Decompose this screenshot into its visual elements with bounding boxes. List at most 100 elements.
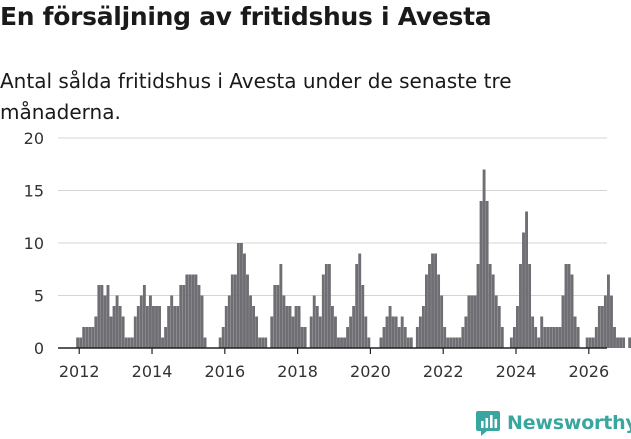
bar <box>391 316 395 348</box>
x-tick-label: 2020 <box>350 362 391 381</box>
x-tick-label: 2022 <box>423 362 464 381</box>
bar <box>227 295 231 348</box>
bar <box>613 327 616 348</box>
bar <box>79 337 83 348</box>
bar <box>616 337 619 348</box>
bar <box>230 274 234 348</box>
bar <box>452 337 456 348</box>
bar <box>349 316 353 348</box>
bar <box>130 337 134 348</box>
bar <box>106 285 110 348</box>
bar <box>127 337 131 348</box>
bar <box>343 337 346 348</box>
bar <box>327 264 331 348</box>
bar <box>188 274 192 348</box>
bar <box>428 264 431 348</box>
bar <box>558 327 562 348</box>
bar <box>124 337 128 348</box>
bar <box>464 316 468 348</box>
bar <box>182 285 186 348</box>
x-tick-label: 2016 <box>204 362 245 381</box>
bar <box>246 274 249 348</box>
bar <box>400 316 404 348</box>
bar <box>540 316 544 348</box>
bar <box>567 264 571 348</box>
bar <box>270 316 274 348</box>
bar <box>361 285 365 348</box>
bar <box>300 327 304 348</box>
bar <box>403 327 407 348</box>
bar <box>288 306 292 348</box>
bar <box>167 306 171 348</box>
bar <box>191 274 195 348</box>
bar <box>628 337 631 348</box>
bar <box>152 306 155 348</box>
x-tick-label: 2018 <box>277 362 318 381</box>
bar <box>534 327 538 348</box>
chart-axes: 0 5 10 15 20 2012 2014 2016 2018 2020 2022 2024 2026 <box>24 129 610 381</box>
bar <box>425 274 428 348</box>
bar <box>236 243 240 348</box>
bar <box>112 306 116 348</box>
bar <box>379 337 383 348</box>
bar <box>233 274 237 348</box>
bar <box>312 295 316 348</box>
bar <box>622 337 626 348</box>
bar <box>88 327 92 348</box>
bar <box>528 264 532 348</box>
bar <box>388 306 392 348</box>
bar <box>324 264 328 348</box>
bar <box>261 337 265 348</box>
bar <box>588 337 592 348</box>
bar <box>197 285 201 348</box>
bar <box>500 327 504 348</box>
bar <box>573 316 577 348</box>
bar <box>525 211 528 348</box>
bar <box>619 337 623 348</box>
newsworthy-logo-icon <box>476 411 500 436</box>
bar <box>318 316 322 348</box>
x-tick-label: 2012 <box>59 362 100 381</box>
y-tick-label: 10 <box>24 234 44 253</box>
bar <box>610 295 613 348</box>
bar <box>142 285 146 348</box>
bar <box>82 327 86 348</box>
bar <box>516 306 519 348</box>
bar <box>591 337 595 348</box>
bar <box>434 253 437 348</box>
bar <box>549 327 553 348</box>
bar <box>561 295 565 348</box>
bar <box>85 327 89 348</box>
bar <box>97 285 101 348</box>
x-tick-label: 2024 <box>496 362 537 381</box>
bar <box>594 327 598 348</box>
bar <box>512 327 516 348</box>
bar <box>155 306 158 348</box>
bar <box>243 253 246 348</box>
bar <box>476 264 480 348</box>
bar <box>485 201 489 348</box>
bar <box>488 264 492 348</box>
bar <box>470 295 474 348</box>
bar <box>264 337 268 348</box>
bar <box>431 253 434 348</box>
bar <box>161 337 165 348</box>
bar <box>461 327 465 348</box>
bar <box>91 327 95 348</box>
bar <box>352 306 356 348</box>
bar <box>543 327 547 348</box>
bar <box>136 306 140 348</box>
bar <box>121 316 125 348</box>
bar <box>224 306 228 348</box>
bar <box>118 306 122 348</box>
bar <box>321 274 325 348</box>
bar <box>443 327 447 348</box>
bar <box>555 327 559 348</box>
bar <box>148 295 152 348</box>
bar <box>479 201 483 348</box>
bar <box>315 306 319 348</box>
y-tick-label: 20 <box>24 129 44 148</box>
bar <box>409 337 413 348</box>
bar <box>115 295 119 348</box>
